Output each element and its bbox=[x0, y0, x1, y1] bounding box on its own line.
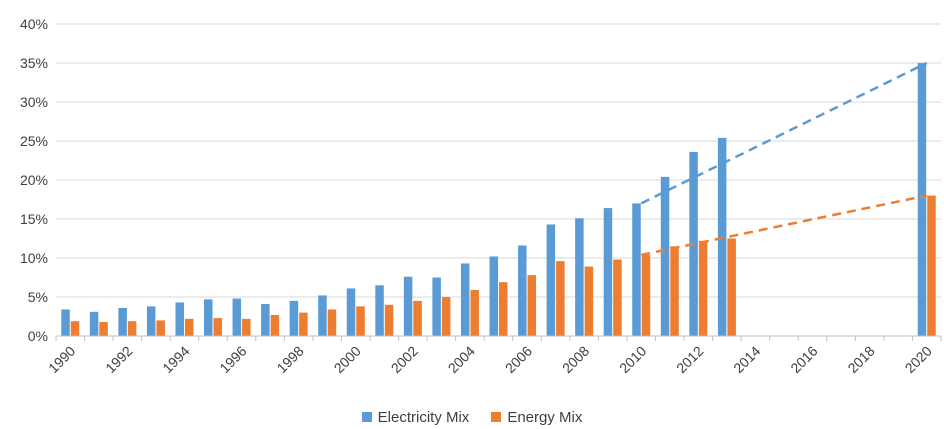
y-tick-label: 0% bbox=[28, 328, 48, 344]
bar-electricity bbox=[403, 276, 413, 336]
bars bbox=[61, 63, 936, 336]
bar-electricity bbox=[146, 306, 156, 336]
legend-item-energy: Energy Mix bbox=[491, 409, 582, 426]
x-tick-label: 2010 bbox=[616, 343, 649, 376]
bar-energy bbox=[441, 297, 451, 336]
bar-electricity bbox=[460, 263, 470, 336]
y-tick-label: 10% bbox=[20, 250, 48, 266]
x-tick-label: 1994 bbox=[159, 343, 192, 376]
bar-electricity bbox=[118, 307, 127, 336]
x-tick-label: 2004 bbox=[445, 343, 478, 376]
bar-energy bbox=[356, 306, 365, 336]
axes bbox=[55, 335, 942, 341]
bar-electricity bbox=[346, 288, 356, 336]
x-tick-label: 2008 bbox=[559, 343, 592, 376]
bar-electricity bbox=[575, 218, 584, 336]
bar-electricity bbox=[432, 277, 441, 336]
bar-electricity bbox=[318, 295, 327, 336]
bar-electricity bbox=[261, 304, 270, 336]
bar-energy bbox=[527, 275, 537, 336]
bar-energy bbox=[156, 320, 165, 336]
bar-electricity bbox=[660, 176, 670, 336]
legend: Electricity Mix Energy Mix bbox=[0, 406, 944, 428]
bar-energy bbox=[327, 309, 337, 336]
bar-electricity bbox=[175, 302, 184, 336]
bar-energy bbox=[670, 246, 679, 336]
x-tick-label: 2000 bbox=[331, 343, 364, 376]
bar-electricity bbox=[518, 245, 527, 336]
x-tick-label: 2014 bbox=[730, 343, 763, 376]
bar-energy bbox=[213, 318, 223, 336]
bar-energy bbox=[727, 238, 736, 336]
bar-electricity bbox=[289, 300, 299, 336]
y-tick-label: 20% bbox=[20, 172, 48, 188]
bar-energy bbox=[927, 195, 936, 336]
x-tick-label: 2018 bbox=[844, 343, 877, 376]
y-tick-label: 40% bbox=[20, 16, 48, 32]
x-tick-label: 1992 bbox=[102, 343, 135, 376]
x-tick-label: 1990 bbox=[45, 343, 78, 376]
bar-energy bbox=[299, 312, 308, 336]
bar-energy bbox=[413, 300, 422, 336]
bar-energy bbox=[70, 321, 80, 336]
trend-line-energy bbox=[640, 194, 927, 257]
x-tick-label: 2002 bbox=[388, 343, 421, 376]
bar-energy bbox=[242, 318, 251, 336]
legend-swatch-energy bbox=[491, 412, 502, 422]
bar-electricity bbox=[61, 309, 70, 336]
bar-energy bbox=[99, 321, 108, 336]
y-tick-label: 25% bbox=[20, 133, 48, 149]
bar-energy bbox=[698, 240, 708, 336]
bar-electricity bbox=[375, 285, 384, 336]
bar-energy bbox=[270, 314, 280, 336]
bar-electricity bbox=[603, 208, 613, 336]
bar-energy bbox=[556, 261, 565, 336]
bar-electricity bbox=[917, 63, 927, 336]
bar-energy bbox=[584, 266, 594, 336]
x-tick-label: 1996 bbox=[216, 343, 249, 376]
bar-energy bbox=[613, 259, 622, 336]
x-tick-label: 1998 bbox=[273, 343, 306, 376]
trend-lines bbox=[640, 61, 928, 257]
y-tick-label: 15% bbox=[20, 211, 48, 227]
bar-electricity bbox=[232, 298, 242, 336]
y-tick-label: 5% bbox=[28, 289, 48, 305]
bar-electricity bbox=[89, 311, 99, 336]
x-tick-label: 2020 bbox=[902, 343, 935, 376]
legend-swatch-electricity bbox=[361, 412, 372, 422]
bar-energy bbox=[641, 254, 651, 336]
x-tick-label: 2006 bbox=[502, 343, 535, 376]
legend-label-electricity: Electricity Mix bbox=[377, 408, 470, 426]
bar-electricity bbox=[546, 224, 556, 336]
x-tick-label: 2016 bbox=[787, 343, 820, 376]
legend-label-energy: Energy Mix bbox=[507, 408, 583, 426]
bar-electricity bbox=[489, 256, 498, 336]
x-tick-label: 2012 bbox=[673, 343, 706, 376]
bar-energy bbox=[384, 304, 394, 336]
bar-energy bbox=[499, 282, 508, 336]
bar-energy bbox=[127, 321, 137, 336]
chart: 0% 5% 10% 15% 20% 25% 30% 35% 40% 1990 1992 1994 199… bbox=[20, 16, 942, 376]
bar-electricity bbox=[204, 299, 213, 336]
bar-electricity bbox=[632, 203, 641, 336]
gridlines bbox=[56, 23, 941, 337]
trend-line-electricity bbox=[640, 61, 928, 205]
bar-energy bbox=[184, 318, 194, 336]
y-tick-label: 30% bbox=[20, 94, 48, 110]
legend-item-electricity: Electricity Mix bbox=[361, 408, 470, 426]
y-tick-label: 35% bbox=[20, 55, 48, 71]
bar-energy bbox=[470, 289, 479, 336]
